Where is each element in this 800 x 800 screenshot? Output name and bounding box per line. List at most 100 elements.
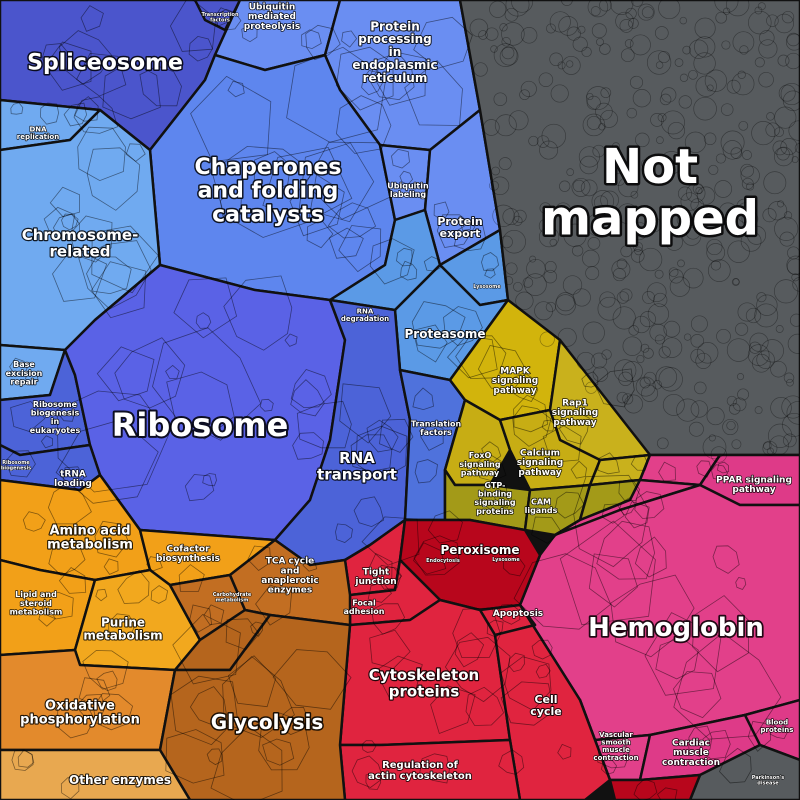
subcell (747, 721, 772, 752)
label-chaperones-line: and folding (198, 179, 339, 204)
bubble (708, 434, 716, 442)
subcell (335, 523, 353, 543)
bubble (635, 376, 656, 397)
label-peroxisome-line: Peroxisome (441, 543, 520, 557)
bubble (549, 11, 571, 33)
cell-glycolysis[interactable] (158, 613, 352, 800)
subcell (152, 327, 262, 441)
cell-blood-proteins[interactable] (743, 698, 800, 762)
bubble (591, 190, 615, 213)
label-ribosome-biogenesis-line: Ribosome (33, 400, 78, 409)
cell-dark-small[interactable] (608, 773, 702, 800)
subcell (338, 225, 382, 273)
label-blood-proteins-line: Blood (766, 719, 788, 727)
label-cytoskeleton-line: Cytoskeleton (369, 666, 479, 684)
subcell (355, 425, 408, 481)
bubble (676, 214, 689, 227)
label-focal-adhesion-line: Focal (352, 599, 376, 608)
subcell (172, 613, 241, 685)
bubble (586, 115, 601, 130)
bubble (500, 235, 513, 249)
subcell (735, 577, 747, 590)
subcell (372, 50, 427, 106)
bubble (756, 350, 775, 369)
bubble (631, 0, 644, 7)
subcell (44, 41, 92, 91)
subcell (4, 450, 36, 478)
label-lysosome-line: Lysosome (492, 557, 520, 563)
label-glycolysis-line: Glycolysis (211, 710, 323, 734)
subcell (601, 503, 625, 524)
bubble (688, 69, 698, 80)
subcell (557, 743, 572, 760)
bubble (566, 60, 574, 68)
label-ubiquitin-proteolysis-line: proteolysis (244, 22, 300, 32)
label-ubiquitin-proteolysis-line: Ubiquitin (249, 2, 296, 12)
bubble (592, 366, 609, 382)
subcell (498, 749, 525, 775)
subcell (290, 369, 332, 409)
bubble (571, 245, 584, 257)
bubble (710, 260, 722, 271)
bubble (539, 331, 555, 347)
bubble (773, 146, 794, 167)
bubble (623, 168, 634, 179)
bubble (668, 269, 684, 284)
label-rap1-line: pathway (553, 418, 596, 428)
bubble (669, 276, 691, 297)
subcell (633, 778, 658, 800)
bubble (493, 92, 508, 106)
bubble (557, 61, 566, 70)
subcell (570, 460, 588, 479)
label-apoptosis: Apoptosis (493, 609, 543, 619)
bubble (520, 80, 537, 97)
label-translation: Translation factors (411, 420, 462, 438)
label-parkinsons-line: disease (757, 780, 779, 786)
subcell (92, 693, 134, 731)
subcell (60, 777, 80, 800)
label-calcium-line: Calcium (520, 448, 560, 458)
bubble (769, 435, 789, 456)
subcell (95, 588, 108, 602)
label-vascular-line: Vascular (599, 731, 633, 739)
bubble (646, 217, 662, 233)
subcell (262, 738, 295, 766)
label-ubiquitin-labeling-line: labeling (390, 190, 426, 199)
subcell (673, 632, 782, 740)
subcell (272, 649, 352, 710)
bubble (611, 259, 631, 279)
label-lysosome-small: Lysosome (473, 284, 501, 290)
bubble (469, 18, 489, 38)
cell-other-enzymes[interactable] (0, 748, 192, 800)
subcell (688, 725, 713, 757)
subcell (306, 219, 334, 249)
bubble (512, 215, 523, 226)
subcell (377, 566, 403, 586)
bubble (661, 337, 683, 358)
bubble (618, 371, 633, 386)
subcell (404, 60, 463, 126)
bubble (539, 140, 559, 160)
subcell (170, 675, 238, 746)
not-mapped-bubble-texture (469, 0, 800, 463)
bubble (582, 113, 606, 137)
subcell (125, 143, 146, 162)
bubble (740, 230, 762, 252)
bubble (658, 346, 671, 359)
bubble (632, 89, 652, 108)
bubble (737, 70, 746, 79)
label-cytoskeleton-line: proteins (389, 682, 460, 700)
bubble (748, 341, 762, 354)
subcell (61, 213, 79, 231)
subcell (10, 102, 24, 115)
subcell (49, 186, 80, 218)
label-cell-cycle-line: cycle (530, 705, 561, 718)
bubble (705, 212, 715, 222)
subcell (114, 337, 186, 409)
subcell (481, 484, 510, 513)
group-cellular-processes (338, 518, 612, 800)
label-tight-junction: Tight junction (354, 567, 396, 587)
subcell (500, 656, 552, 711)
bubble (785, 33, 800, 51)
bubble (616, 291, 630, 304)
